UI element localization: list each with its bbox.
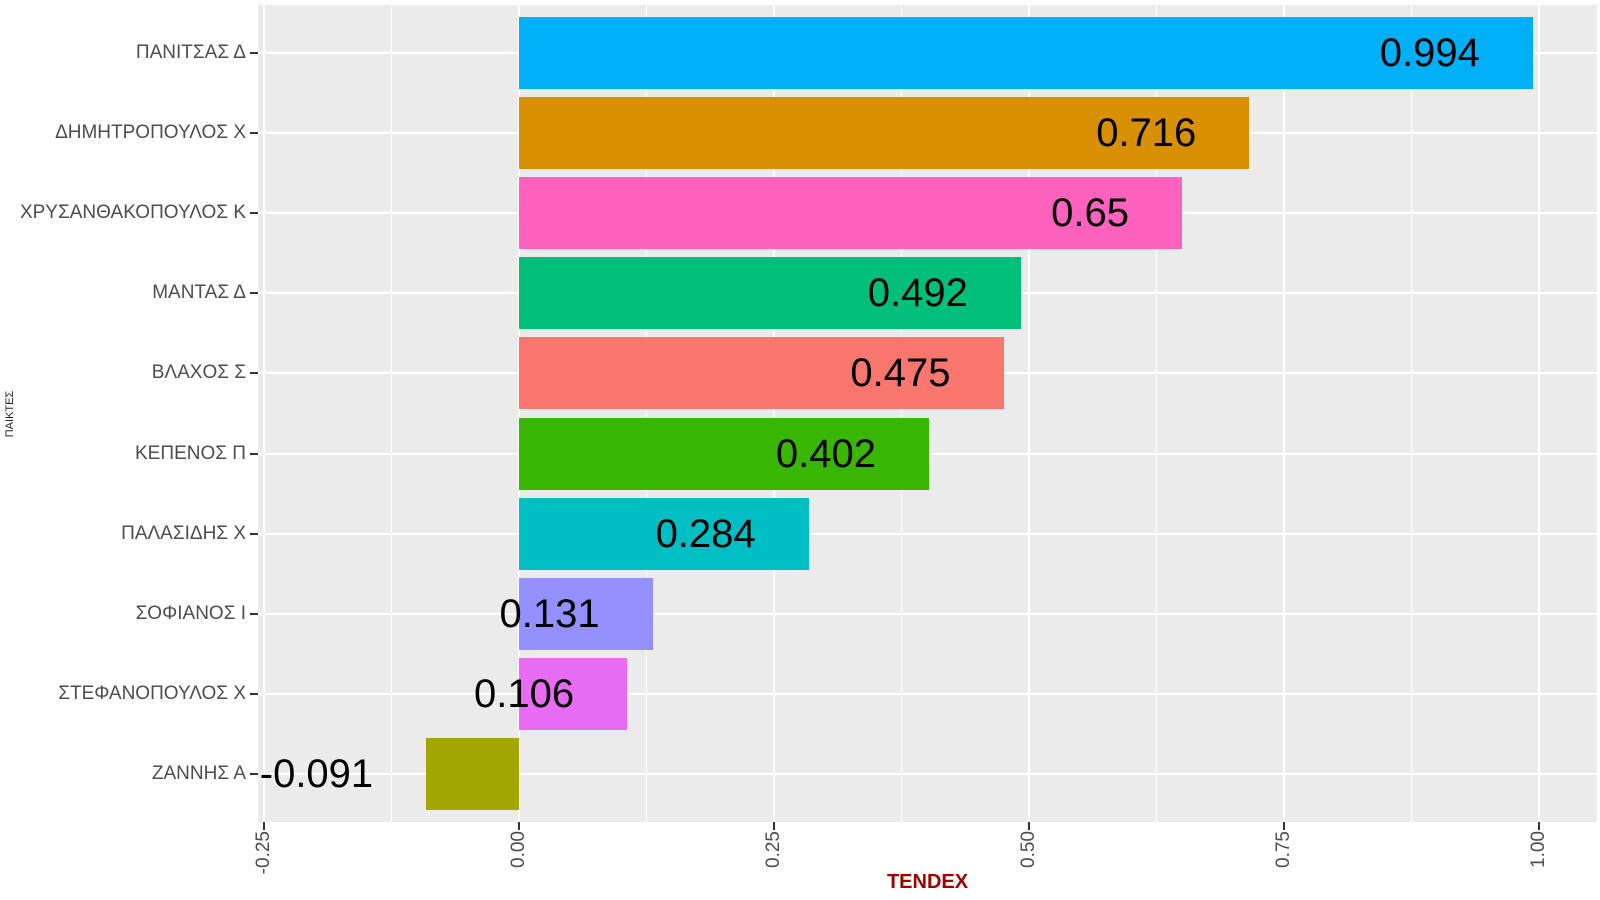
major-gridline <box>263 5 265 822</box>
bar-10 <box>426 737 519 810</box>
minor-gridline <box>901 5 902 822</box>
minor-gridline <box>646 5 647 822</box>
bar-6 <box>519 417 930 490</box>
value-label: 0.716 <box>1096 111 1197 156</box>
major-gridline <box>1028 5 1030 822</box>
minor-gridline <box>391 5 392 822</box>
y-tick-mark <box>250 772 258 775</box>
x-tick-label: 0.75 <box>1273 831 1294 868</box>
category-label: ΜΑΝΤΑΣ Δ <box>152 282 246 304</box>
category-label: ΣΟΦΙΑΝΟΣ Ι <box>135 602 246 624</box>
y-tick-mark <box>250 52 258 54</box>
value-label: 0.131 <box>499 591 600 636</box>
major-gridline <box>518 5 520 822</box>
x-tick-label: 0.25 <box>763 831 784 868</box>
value-label: 0.492 <box>867 271 968 316</box>
bar-4 <box>519 257 1021 330</box>
x-tick-label: 0.50 <box>1018 831 1039 868</box>
y-tick-mark <box>250 532 258 535</box>
category-label: ΚΕΠΕΝΟΣ Π <box>135 442 246 464</box>
minor-gridline <box>1156 5 1157 822</box>
y-tick-mark <box>250 292 258 295</box>
x-tick-label: -0.25 <box>253 831 274 875</box>
category-label: ΣΤΕΦΑΝΟΠΟΥΛΟΣ Χ <box>58 682 246 704</box>
y-tick-mark <box>250 452 258 455</box>
y-axis-title: ΠΑΙΚΤΕΣ <box>4 390 16 437</box>
value-label: -0.091 <box>259 751 374 796</box>
x-tick-mark <box>773 822 775 830</box>
value-label: 0.284 <box>655 511 756 556</box>
row-gridline <box>258 692 1597 695</box>
category-label: ΧΡΥΣΑΝΘΑΚΟΠΟΥΛΟΣ Κ <box>19 202 246 224</box>
x-tick-mark <box>518 822 520 830</box>
y-tick-mark <box>250 212 258 215</box>
category-label: ΖΑΝΝΗΣ Α <box>151 762 246 784</box>
y-tick-mark <box>250 692 258 695</box>
row-gridline <box>258 772 1597 775</box>
value-label: 0.402 <box>775 431 877 476</box>
y-tick-mark <box>250 372 258 375</box>
x-tick-label: 1.00 <box>1528 831 1549 868</box>
value-label: 0.475 <box>850 351 951 396</box>
bar-3 <box>519 177 1182 250</box>
bar-5 <box>519 337 1004 410</box>
major-gridline <box>773 5 775 822</box>
x-tick-mark <box>1028 822 1030 830</box>
category-label: ΠΑΝΙΤΣΑΣ Δ <box>135 42 246 63</box>
x-tick-mark <box>1283 822 1285 830</box>
bar-7 <box>519 497 809 570</box>
value-label: 0.106 <box>474 671 575 716</box>
x-tick-mark <box>1538 822 1540 830</box>
x-axis-title: TENDEX <box>886 871 969 893</box>
x-tick-label: 0.00 <box>508 831 529 868</box>
bar-2 <box>519 97 1250 170</box>
bar-9 <box>519 657 628 730</box>
value-label: 0.994 <box>1379 31 1480 75</box>
x-tick-mark <box>263 822 265 830</box>
row-gridline <box>258 532 1597 535</box>
minor-gridline <box>1411 5 1412 822</box>
category-label: ΒΛΑΧΟΣ Σ <box>151 362 246 384</box>
y-tick-mark <box>250 132 258 135</box>
category-label: ΔΗΜΗΤΡΟΠΟΥΛΟΣ Χ <box>55 122 246 144</box>
row-gridline <box>258 612 1597 615</box>
major-gridline <box>1283 5 1285 822</box>
bar-1 <box>519 17 1533 89</box>
y-tick-mark <box>250 612 258 615</box>
plot-panel: 0.994 0.716 0.65 0.492 0.475 0.402 0.284 0.131 0… <box>258 5 1597 822</box>
value-label: 0.65 <box>1051 191 1129 236</box>
bar-8 <box>519 577 653 650</box>
category-label: ΠΑΛΑΣΙΔΗΣ Χ <box>121 522 246 544</box>
major-gridline <box>1538 5 1540 822</box>
